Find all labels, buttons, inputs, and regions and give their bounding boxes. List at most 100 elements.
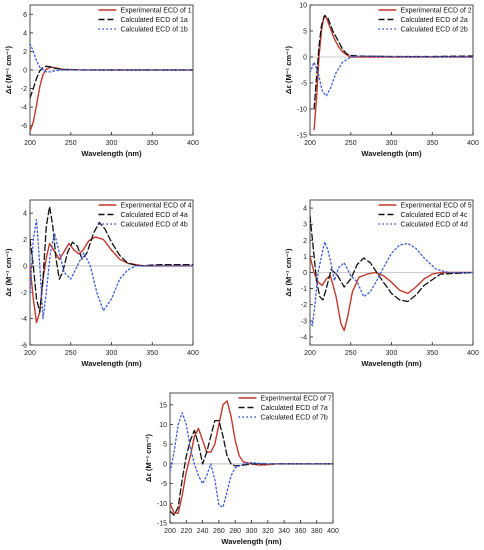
x-tick-label: 400	[327, 528, 339, 535]
y-tick-label: 0	[23, 263, 27, 270]
x-tick-label: 250	[65, 140, 77, 147]
y-tick-label: 0	[163, 461, 167, 468]
y-axis-label: Δε (M⁻¹ cm⁻¹)	[4, 45, 13, 94]
x-tick-label: 200	[164, 528, 176, 535]
y-tick-label: 4	[303, 206, 307, 213]
x-axis-label: Wavelength (nm)	[221, 537, 282, 546]
y-tick-label: -5	[301, 81, 307, 88]
x-tick-label: 250	[345, 350, 357, 357]
y-tick-label: 4	[23, 211, 27, 218]
x-tick-label: 200	[24, 350, 36, 357]
y-tick-label: 10	[299, 3, 307, 10]
y-tick-label: -10	[297, 107, 307, 114]
legend-label: Experimental ECD of 2	[400, 8, 471, 15]
legend-label: Calculated ECD of 4c	[400, 212, 467, 219]
series-line-3	[30, 219, 193, 320]
series-line-3	[30, 43, 193, 73]
x-tick-label: 400	[187, 140, 199, 147]
y-tick-label: 3	[303, 222, 307, 229]
x-axis-label: Wavelength (nm)	[361, 359, 422, 368]
series-line-3	[170, 412, 333, 508]
x-axis-label: Wavelength (nm)	[361, 149, 422, 158]
x-tick-label: 400	[467, 140, 479, 147]
y-tick-label: -4	[21, 105, 27, 112]
x-tick-label: 260	[213, 528, 225, 535]
x-tick-label: 320	[262, 528, 274, 535]
y-tick-label: -10	[157, 501, 167, 508]
y-tick-label: -4	[301, 334, 307, 341]
y-tick-label: 2	[23, 237, 27, 244]
legend-label: Calculated ECD of 4a	[120, 212, 187, 219]
x-tick-label: 280	[229, 528, 241, 535]
plot-frame	[309, 4, 474, 136]
legend-label: Calculated ECD of 2a	[400, 17, 467, 24]
x-tick-label: 350	[426, 140, 438, 147]
y-tick-label: -5	[161, 481, 167, 488]
chart-panel-5: 200 220 240 260 280 300 320 340 360 380 400 -15 -10 -…	[144, 392, 339, 546]
y-tick-label: -2	[301, 302, 307, 309]
x-axis-label: Wavelength (nm)	[81, 359, 142, 368]
series-line-1	[310, 255, 473, 332]
legend-label: Experimental ECD of 5	[400, 203, 471, 210]
x-tick-label: 250	[345, 140, 357, 147]
y-tick-label: -15	[297, 133, 307, 140]
y-tick-label: 0	[303, 270, 307, 277]
x-tick-label: 300	[106, 350, 118, 357]
series-line-3	[310, 55, 473, 97]
y-axis-label: Δε (M⁻¹ cm⁻¹)	[144, 433, 153, 482]
y-tick-label: 2	[303, 238, 307, 245]
x-tick-label: 350	[426, 350, 438, 357]
y-axis-label: Δε (M⁻¹ cm⁻¹)	[284, 248, 293, 297]
series-line-2	[310, 215, 473, 303]
chart-panel-4: 200 250 300 350 400 -4 -3 -2 -1 0 1 2 3 4 Wavelength (…	[284, 199, 479, 368]
x-tick-label: 340	[278, 528, 290, 535]
legend-label: Calculated ECD of 1a	[120, 17, 187, 24]
y-tick-label: 5	[163, 442, 167, 449]
plot-frame	[169, 392, 334, 524]
series-line-3	[310, 241, 473, 327]
legend-label: Calculated ECD of 7a	[260, 405, 327, 412]
legend-label: Experimental ECD of 4	[120, 203, 191, 210]
chart-panel-2: 200 250 300 350 400 -15 -10 -5 0 5 10 Wavelength (n…	[284, 3, 479, 159]
x-tick-label: 350	[146, 350, 158, 357]
x-tick-label: 200	[24, 140, 36, 147]
y-tick-label: 1	[303, 254, 307, 261]
legend-label: Calculated ECD of 4b	[120, 222, 187, 229]
x-tick-label: 300	[246, 528, 258, 535]
chart-panel-1: 200 250 300 350 400 -6 -4 -2 0 2 4 6 Wavelength (nm)…	[4, 4, 199, 158]
x-tick-label: 300	[386, 350, 398, 357]
y-tick-label: 0	[23, 68, 27, 75]
series-line-2	[30, 205, 193, 313]
y-tick-label: 0	[303, 55, 307, 62]
chart-panel-3: 200 250 300 350 400 -6 -4 -2 0 2 4 Wavelength (nm) Δ…	[4, 199, 199, 368]
x-tick-label: 380	[311, 528, 323, 535]
x-tick-label: 300	[386, 140, 398, 147]
y-tick-label: -15	[157, 521, 167, 528]
legend-label: Calculated ECD of 4d	[400, 222, 467, 229]
x-tick-label: 200	[304, 350, 316, 357]
x-tick-label: 400	[187, 350, 199, 357]
y-tick-label: 6	[23, 12, 27, 19]
y-tick-label: -6	[21, 123, 27, 130]
y-axis-label: Δε (M⁻¹ cm⁻¹)	[284, 45, 293, 94]
y-tick-label: 2	[23, 49, 27, 56]
x-tick-label: 400	[467, 350, 479, 357]
x-axis-label: Wavelength (nm)	[81, 149, 142, 158]
series-line-2	[170, 419, 333, 516]
legend-label: Calculated ECD of 7b	[260, 415, 327, 422]
y-tick-label: 4	[23, 30, 27, 37]
y-axis-label: Δε (M⁻¹ cm⁻¹)	[4, 248, 13, 297]
y-tick-label: -6	[21, 343, 27, 350]
series-line-1	[313, 15, 473, 131]
legend-label: Calculated ECD of 2b	[400, 27, 467, 34]
y-tick-label: -1	[301, 286, 307, 293]
x-tick-label: 200	[304, 140, 316, 147]
y-tick-label: -3	[301, 318, 307, 325]
x-tick-label: 240	[197, 528, 209, 535]
x-tick-label: 300	[106, 140, 118, 147]
legend-label: Calculated ECD of 1b	[120, 27, 187, 34]
x-tick-label: 350	[146, 140, 158, 147]
y-tick-label: -2	[21, 290, 27, 297]
y-tick-label: 10	[159, 422, 167, 429]
